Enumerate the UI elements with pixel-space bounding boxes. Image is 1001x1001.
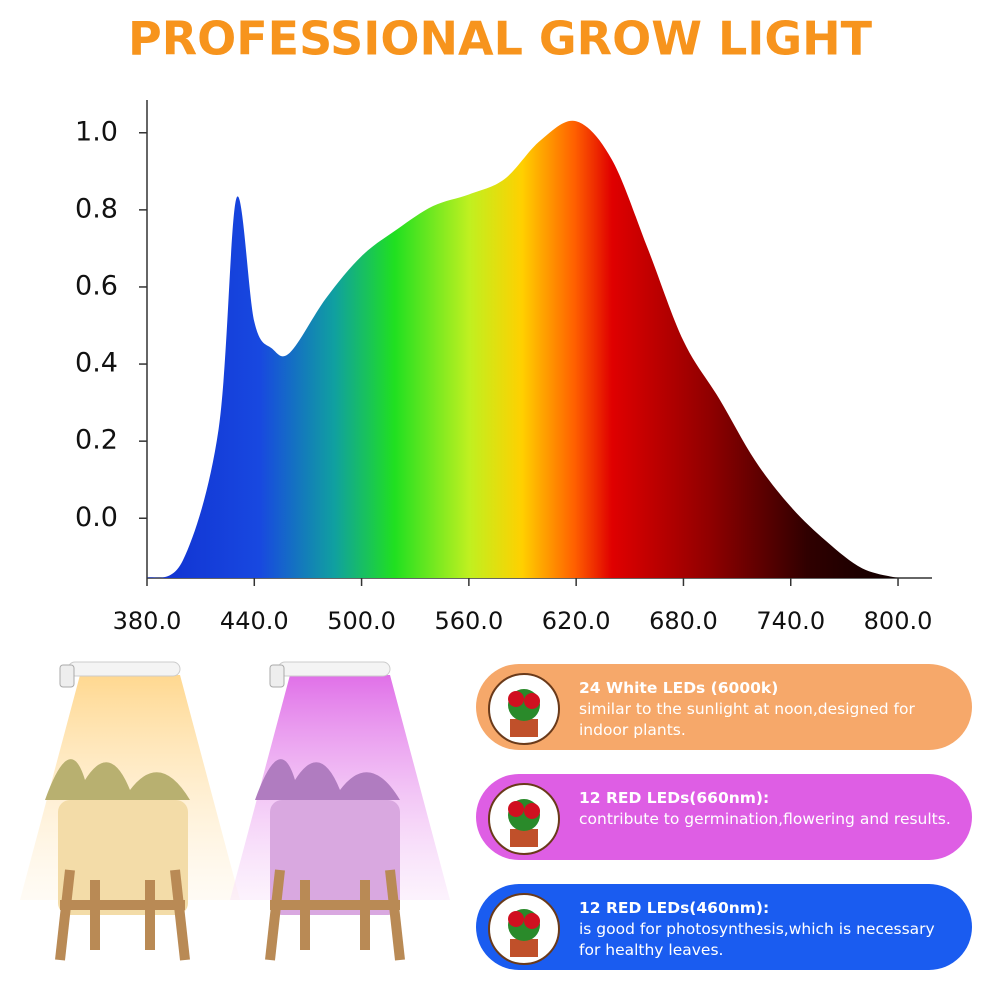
panel-text: is good for photosynthesis,which is nece… [579,920,935,959]
panel-heading: 12 RED LEDs(460nm): [579,899,770,917]
info-panel: 24 White LEDs (6000k) similar to the sun… [476,664,972,750]
x-tick-label: 620.0 [542,607,611,635]
y-tick-label: 0.8 [75,193,118,224]
y-tick-label: 0.0 [75,502,118,533]
panel-text: similar to the sunlight at noon,designed… [579,700,915,739]
plant-icon [488,893,560,965]
y-tick-label: 1.0 [75,116,118,147]
x-tick-label: 500.0 [327,607,396,635]
x-tick-label: 560.0 [435,607,504,635]
plant-icon [488,783,560,855]
plant-icon [488,673,560,745]
y-tick-label: 0.2 [75,425,118,456]
lamp-illustration-pink [230,661,450,961]
chart-title: PROFESSIONAL GROW LIGHT [128,12,873,66]
x-tick-label: 740.0 [756,607,825,635]
x-tick-label: 800.0 [864,607,933,635]
spectrum-area [147,120,899,578]
panel-heading: 24 White LEDs (6000k) [579,679,779,697]
panel-heading: 12 RED LEDs(660nm): [579,789,770,807]
lamp-illustration-white [20,661,240,961]
info-panel: 12 RED LEDs(460nm): is good for photosyn… [476,884,972,970]
y-tick-label: 0.4 [75,348,118,379]
info-panel: 12 RED LEDs(660nm): contribute to germin… [476,774,972,860]
x-tick-label: 440.0 [220,607,289,635]
x-tick-label: 680.0 [649,607,718,635]
panel-text: contribute to germination,flowering and … [579,810,951,828]
y-tick-label: 0.6 [75,270,118,301]
x-tick-label: 380.0 [113,607,182,635]
